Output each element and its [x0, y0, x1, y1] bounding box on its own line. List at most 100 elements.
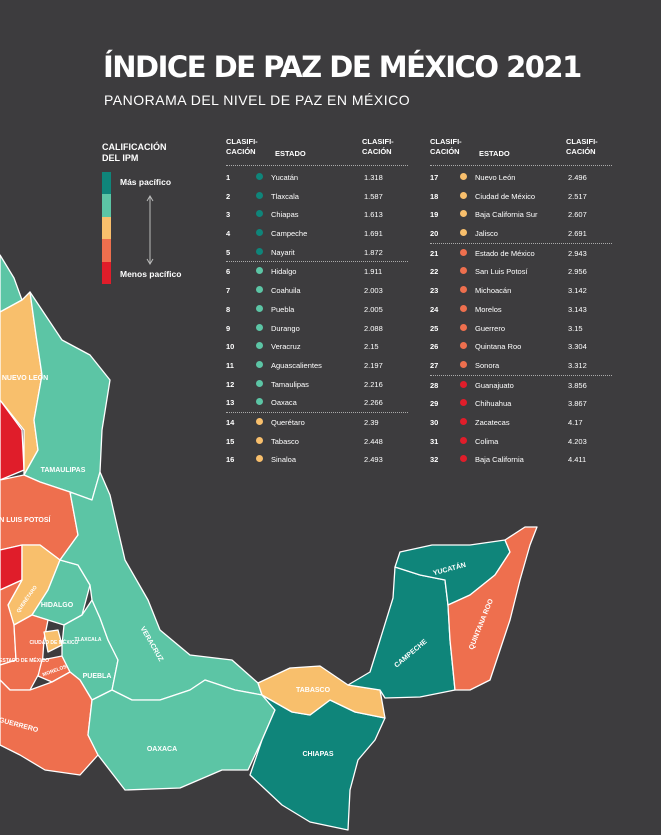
state-cell: San Luis Potosí [475, 267, 528, 277]
score-cell: 3.867 [568, 399, 587, 409]
label-oaxaca: OAXACA [147, 746, 177, 753]
score-cell: 2.448 [364, 436, 383, 446]
state-cell: Nayarit [271, 247, 295, 257]
state-cell: Nuevo León [475, 173, 516, 182]
label-tamaulipas: TAMAULIPAS [41, 467, 86, 474]
table-row: 29 Chihuahua 3.867 [430, 394, 612, 413]
state-cell: Tamaulipas [271, 379, 309, 389]
rank-cell: 19 [430, 210, 439, 220]
rank-cell: 16 [226, 455, 235, 465]
score-cell: 1.318 [364, 173, 383, 182]
rank-cell: 24 [430, 304, 439, 314]
score-cell: 4.17 [568, 417, 583, 427]
score-cell: 2.088 [364, 323, 383, 333]
score-cell: 3.143 [568, 304, 587, 314]
state-cell: Hidalgo [271, 267, 297, 277]
score-color-dot [460, 417, 467, 425]
legend-top-label: Más pacífico [120, 177, 172, 187]
score-column-header: CLASIFI-CACIÓN [362, 137, 394, 156]
score-color-dot [460, 191, 467, 199]
state-cell: Quintana Roo [475, 342, 522, 352]
state-cell: Campeche [271, 229, 308, 239]
score-color-dot [460, 323, 467, 331]
state-tabasco[interactable] [257, 665, 386, 719]
state-oaxaca[interactable] [87, 679, 276, 791]
ranking-table-left: CLASIFI-CACIÓN ESTADO CLASIFI-CACIÓN 1 Yu… [226, 137, 408, 469]
table-row: 21 Estado de México 2.943 [430, 242, 612, 263]
rank-cell: 6 [226, 267, 231, 277]
score-cell: 1.587 [364, 191, 383, 201]
legend-bottom-label: Menos pacífico [120, 269, 182, 279]
score-cell: 2.266 [364, 398, 383, 408]
score-cell: 1.911 [364, 267, 383, 277]
score-cell: 4.411 [568, 455, 587, 465]
label-tabasco: TABASCO [296, 687, 331, 694]
score-color-dot [460, 455, 467, 463]
table-row: 19 Baja California Sur 2.607 [430, 205, 612, 224]
score-color-dot [256, 173, 263, 180]
score-color-dot [256, 229, 263, 237]
table-row: 23 Michoacán 3.142 [430, 281, 612, 300]
page-subtitle: PANORAMA DEL NIVEL DE PAZ EN MÉXICO [104, 92, 411, 108]
label-estado-de-mexico: ESTADO DE MÉXICO [0, 656, 49, 664]
score-color-dot [256, 267, 263, 275]
state-cell: Yucatán [271, 173, 299, 182]
score-color-dot [256, 417, 263, 425]
score-cell: 2.216 [364, 379, 383, 389]
state-cell: Guanajuato [475, 380, 514, 390]
score-color-dot [256, 436, 263, 444]
score-color-dot [256, 210, 263, 218]
table-row: 32 Baja California 4.411 [430, 450, 612, 469]
table-row: 30 Zacatecas 4.17 [430, 413, 612, 432]
score-cell: 1.691 [364, 229, 383, 239]
rank-cell: 30 [430, 417, 439, 427]
table-row: 16 Sinaloa 2.493 [226, 450, 408, 469]
table-row: 18 Ciudad de México 2.517 [430, 187, 612, 206]
legend-swatch [102, 261, 111, 284]
rank-cell: 31 [430, 436, 439, 446]
legend-color-scale [102, 172, 111, 284]
legend-title: CALIFICACIÓN DEL IPM [102, 142, 167, 163]
state-cell: Querétaro [271, 417, 305, 427]
table-row: 3 Chiapas 1.613 [226, 205, 408, 224]
table-row: 27 Sonora 3.312 [430, 356, 612, 375]
score-color-dot [460, 380, 467, 388]
legend-swatch [102, 194, 111, 217]
state-campeche[interactable] [347, 566, 456, 699]
state-cell: Oaxaca [271, 398, 297, 408]
rank-cell: 13 [226, 398, 235, 408]
score-cell: 2.496 [568, 173, 587, 182]
table-row: 20 Jalisco 2.691 [430, 224, 612, 243]
table-row: 24 Morelos 3.143 [430, 300, 612, 319]
state-cell: Tlaxcala [271, 191, 299, 201]
score-cell: 2.15 [364, 342, 379, 352]
table-row: 31 Colima 4.203 [430, 432, 612, 451]
state-quintana-roo[interactable] [447, 526, 538, 691]
score-color-dot [460, 210, 467, 218]
double-arrow-icon [146, 195, 154, 265]
table-row: 17 Nuevo León 2.496 [430, 168, 612, 187]
label-chiapas: CHIAPAS [303, 751, 334, 758]
table-row: 4 Campeche 1.691 [226, 224, 408, 243]
table-rows: 1 Yucatán 1.318 2 Tlaxcala 1.587 3 Chiapas 1.613… [226, 168, 408, 469]
table-row: 1 Yucatán 1.318 [226, 168, 408, 187]
table-row: 22 San Luis Potosí 2.956 [430, 262, 612, 281]
rank-cell: 8 [226, 304, 231, 314]
score-cell: 3.312 [568, 360, 587, 370]
rank-cell: 23 [430, 286, 439, 296]
state-cell: Sinaloa [271, 455, 297, 465]
score-color-dot [256, 379, 263, 387]
table-row: 2 Tlaxcala 1.587 [226, 187, 408, 206]
table-row: 9 Durango 2.088 [226, 319, 408, 338]
rank-cell: 18 [430, 191, 439, 201]
score-color-dot [460, 436, 467, 444]
rank-cell: 20 [430, 229, 439, 239]
table-row: 28 Guanajuato 3.856 [430, 374, 612, 395]
rank-cell: 14 [226, 417, 235, 427]
ranking-table-right: CLASIFI-CACIÓN ESTADO CLASIFI-CACIÓN 17 N… [430, 137, 612, 469]
state-cell: Chihuahua [475, 399, 512, 409]
score-color-dot [460, 173, 467, 180]
score-cell: 3.856 [568, 380, 587, 390]
table-row: 8 Puebla 2.005 [226, 300, 408, 319]
